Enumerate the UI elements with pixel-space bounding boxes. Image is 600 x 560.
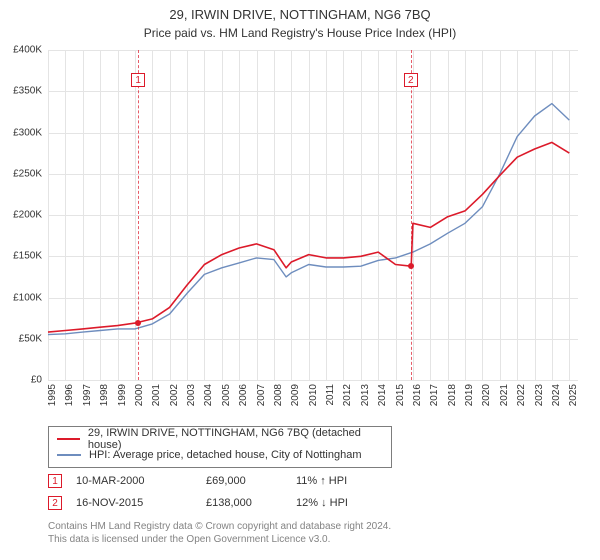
event-row: 1 10-MAR-2000 £69,000 11% ↑ HPI — [48, 470, 406, 492]
legend-label: 29, IRWIN DRIVE, NOTTINGHAM, NG6 7BQ (de… — [88, 427, 383, 451]
event-row: 2 16-NOV-2015 £138,000 12% ↓ HPI — [48, 492, 406, 514]
legend-item: HPI: Average price, detached house, City… — [57, 447, 383, 463]
page-title: 29, IRWIN DRIVE, NOTTINGHAM, NG6 7BQ — [0, 0, 600, 24]
event-delta: 11% ↑ HPI — [296, 475, 406, 487]
chart-container: 29, IRWIN DRIVE, NOTTINGHAM, NG6 7BQ Pri… — [0, 0, 600, 560]
events-table: 1 10-MAR-2000 £69,000 11% ↑ HPI 2 16-NOV… — [48, 470, 406, 514]
footer-line1: Contains HM Land Registry data © Crown c… — [48, 520, 391, 533]
page-subtitle: Price paid vs. HM Land Registry's House … — [0, 24, 600, 40]
event-delta: 12% ↓ HPI — [296, 497, 406, 509]
event-date: 16-NOV-2015 — [76, 497, 206, 509]
legend: 29, IRWIN DRIVE, NOTTINGHAM, NG6 7BQ (de… — [48, 426, 392, 468]
event-price: £69,000 — [206, 475, 296, 487]
event-price: £138,000 — [206, 497, 296, 509]
chart-area: 12 £0£50K£100K£150K£200K£250K£300K£350K£… — [48, 50, 578, 380]
legend-item: 29, IRWIN DRIVE, NOTTINGHAM, NG6 7BQ (de… — [57, 431, 383, 447]
event-marker-icon: 1 — [48, 474, 62, 488]
chart-lines — [48, 50, 578, 380]
legend-label: HPI: Average price, detached house, City… — [89, 449, 362, 461]
event-date: 10-MAR-2000 — [76, 475, 206, 487]
footer: Contains HM Land Registry data © Crown c… — [48, 520, 391, 546]
event-marker-icon: 2 — [48, 496, 62, 510]
footer-line2: This data is licensed under the Open Gov… — [48, 533, 391, 546]
legend-swatch — [57, 454, 81, 456]
legend-swatch — [57, 438, 80, 440]
